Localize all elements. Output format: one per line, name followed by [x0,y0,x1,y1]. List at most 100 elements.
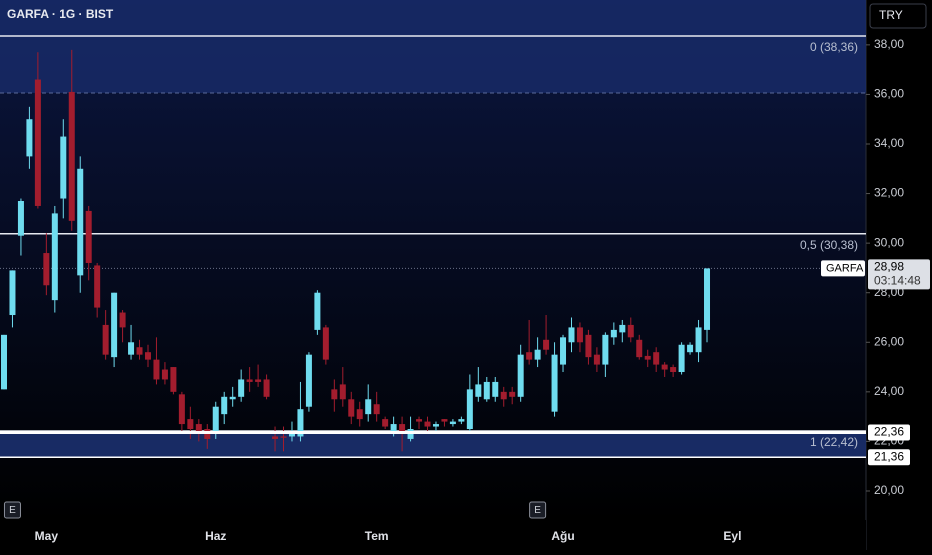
candle-body [221,396,228,415]
x-tick-label: Haz [205,529,226,543]
candle-body [526,352,533,360]
symbol-tag [821,260,865,277]
candle-body [356,409,363,420]
price-label: 22,36 [874,425,904,439]
event-marker [3,501,21,519]
candle-body [399,424,406,434]
candle-body [212,406,219,432]
candle-body [195,424,202,434]
candle-body [432,424,439,427]
candle-body [280,436,287,438]
candle-body [593,354,600,365]
candle-body [297,409,304,437]
candle-body [238,379,245,397]
x-tick-label: May [35,529,59,543]
candle-body [687,344,694,353]
x-tick-label: Eyl [723,529,741,543]
currency-label[interactable]: TRY [879,8,903,22]
candle-body [602,334,609,365]
level-label: 0 (38,36) [810,40,858,54]
candle-body [68,91,75,221]
candle-body [661,364,668,370]
candle-body [644,355,651,360]
candle-body [670,367,677,373]
candle-body [678,344,685,373]
candle-body [9,270,16,316]
y-tick-label: 26,00 [874,334,904,348]
candle-body [373,404,380,415]
candle-body [441,419,448,422]
candle-body [153,359,160,380]
candle-body [51,213,58,301]
candle-body [229,396,236,400]
time-axis [0,520,866,550]
candle-body [255,379,262,382]
countdown-label: 03:14:48 [874,274,921,288]
last-price-box [868,259,930,290]
candle-body [509,391,516,397]
candle-body [85,210,92,263]
candle-body [365,399,372,415]
candle-body [619,324,626,333]
currency-button[interactable] [869,3,927,29]
y-tick-label: 34,00 [874,136,904,150]
last-price-label: 28,98 [874,260,904,274]
candle-body [653,352,660,365]
candle-body [534,349,541,360]
candle-body [500,391,507,400]
event-label[interactable]: E [9,505,16,516]
candle-body [475,384,482,397]
candle-body [382,419,389,427]
event-label[interactable]: E [534,505,541,516]
candle-body [111,292,118,358]
candle-body [585,334,592,358]
y-tick-label: 20,00 [874,483,904,497]
price-label-box [868,424,910,441]
candle-body [458,419,465,422]
candle-body [161,369,168,380]
candle-body [17,201,24,236]
candle-body [322,327,329,360]
candle-body [170,367,177,392]
candle-body [305,354,312,407]
candle-body [517,354,524,397]
candle-body [543,339,550,350]
candle-body [636,339,643,358]
candle-body [77,168,84,276]
level-label: 1 (22,42) [810,435,858,449]
y-tick-label: 38,00 [874,37,904,51]
candle-body [610,329,617,338]
candle-body [34,79,41,206]
candle-body [704,268,711,330]
candle-body [119,312,126,328]
candle-body [348,399,355,417]
candle-body [627,324,634,338]
candle-body [43,253,50,286]
candle-body [416,419,423,422]
candle-body [272,436,279,439]
candle-body [178,394,185,425]
candle-body [483,381,490,400]
symbol-label: GARFA [826,262,864,274]
zone-bottom [0,432,866,458]
candle-body [449,421,456,425]
candle-body [246,379,253,382]
candle-body [128,342,135,355]
candle-body [551,354,558,412]
candle-body [695,327,702,353]
candle-body [424,421,431,427]
candle-body [60,136,67,199]
price-label: 21,36 [874,449,904,463]
candle-body [263,379,270,397]
candle-body [576,327,583,343]
candle-body [136,347,143,355]
candle-body [331,389,338,400]
candle-body [339,384,346,400]
candle-body [102,324,109,355]
y-tick-label: 32,00 [874,186,904,200]
candle-body [560,337,567,365]
candle-body [466,389,473,430]
event-marker [529,501,547,519]
level-label: 0,5 (30,38) [800,238,858,252]
y-tick-label: 36,00 [874,87,904,101]
